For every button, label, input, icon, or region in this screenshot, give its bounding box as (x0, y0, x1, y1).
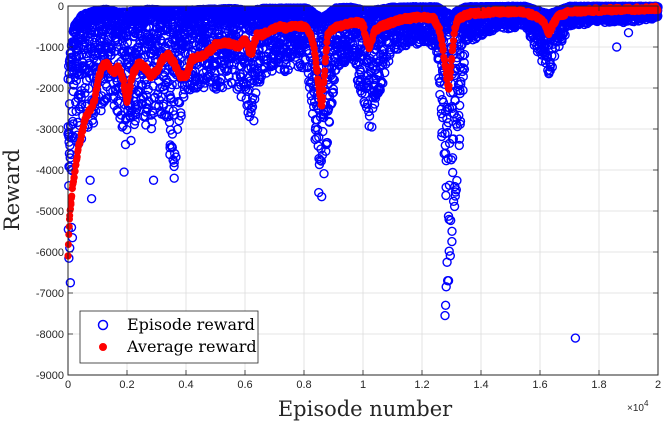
episode-reward-point (126, 135, 136, 146)
episode-reward-point (204, 59, 214, 70)
episode-reward-point (160, 67, 170, 78)
episode-reward-point (147, 116, 157, 127)
episode-reward-point (88, 118, 99, 128)
episode-reward-point (223, 65, 233, 75)
episode-reward-point (122, 124, 132, 135)
episode-reward-point (122, 37, 133, 48)
episode-reward-point (140, 50, 151, 60)
episode-reward-point (146, 110, 156, 120)
episode-reward-point (85, 73, 95, 83)
episode-reward-point (167, 79, 177, 90)
episode-reward-point (169, 96, 179, 107)
episode-reward-point (89, 27, 99, 38)
episode-reward-point (159, 84, 169, 95)
episode-reward-point (169, 110, 180, 120)
episode-reward-point (100, 95, 110, 106)
episode-reward-point (65, 140, 75, 151)
episode-reward-point (141, 79, 151, 90)
episode-reward-point (154, 101, 164, 111)
episode-reward-point (169, 157, 179, 168)
episode-reward-point (158, 99, 169, 109)
episode-reward-point (66, 132, 77, 142)
episode-reward-point (130, 116, 140, 126)
episode-reward-point (226, 77, 236, 88)
episode-reward-point (216, 74, 226, 84)
episode-reward-point (96, 105, 106, 116)
episode-reward-point (129, 119, 140, 130)
episode-reward-point (167, 142, 178, 153)
episode-reward-point (217, 82, 228, 93)
episode-reward-point (68, 119, 78, 129)
episode-reward-point (146, 123, 157, 134)
episode-reward-point (171, 152, 181, 162)
episode-reward-point (102, 93, 112, 103)
episode-reward-point (75, 89, 86, 99)
episode-reward-point (176, 111, 186, 121)
episode-reward-point (148, 81, 158, 91)
episode-reward-point (169, 161, 179, 172)
episode-reward-point (141, 98, 152, 109)
episode-reward-point (117, 122, 127, 132)
episode-reward-point (81, 49, 91, 59)
episode-reward-point (67, 131, 78, 141)
episode-reward-point (236, 91, 246, 102)
episode-reward-point (164, 104, 174, 115)
episode-reward-point (176, 108, 186, 118)
episode-reward-point (172, 124, 183, 135)
episode-reward-point (165, 140, 175, 150)
episode-reward-point (167, 129, 178, 139)
